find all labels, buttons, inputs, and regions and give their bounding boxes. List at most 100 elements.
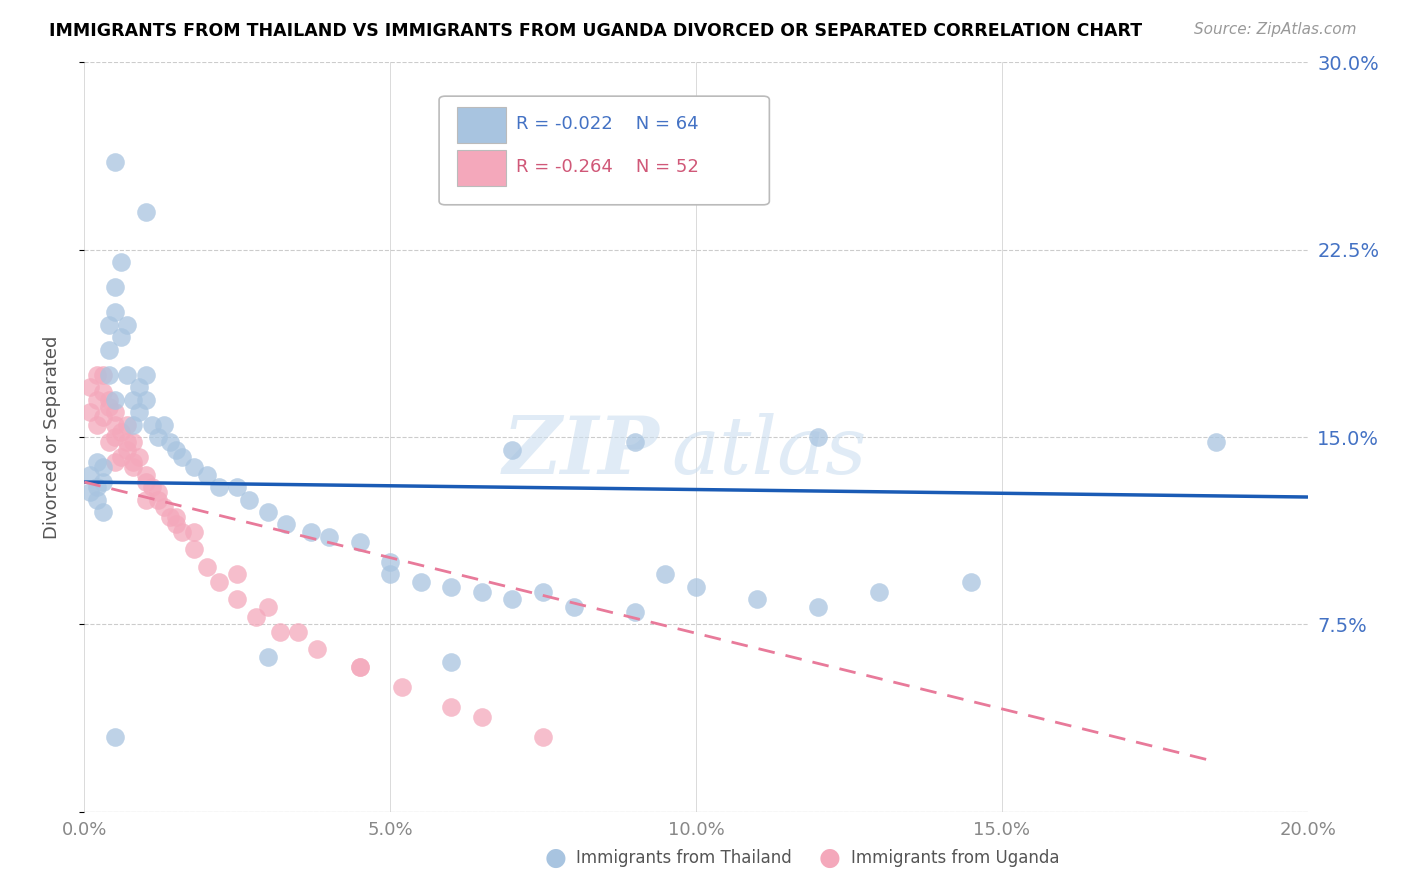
Point <box>115 442 138 457</box>
Point <box>141 480 163 494</box>
Point <box>135 467 157 482</box>
Point <box>1205 435 1227 450</box>
Point <box>172 524 194 539</box>
Point <box>269 624 291 639</box>
Point <box>86 455 108 469</box>
Point <box>128 450 150 464</box>
Point <box>128 405 150 419</box>
Point <box>122 460 145 475</box>
Text: IMMIGRANTS FROM THAILAND VS IMMIGRANTS FROM UGANDA DIVORCED OR SEPARATED CORRELA: IMMIGRANTS FROM THAILAND VS IMMIGRANTS F… <box>49 22 1142 40</box>
Point <box>409 574 432 589</box>
Point <box>91 505 114 519</box>
Point <box>97 318 120 332</box>
Point <box>287 624 309 639</box>
Point <box>807 599 830 614</box>
Point <box>86 392 108 407</box>
Point <box>960 574 983 589</box>
Point <box>104 392 127 407</box>
Point <box>110 255 132 269</box>
Point <box>79 405 101 419</box>
Point <box>165 510 187 524</box>
Point <box>208 480 231 494</box>
Point <box>208 574 231 589</box>
Point <box>807 430 830 444</box>
Point <box>380 555 402 569</box>
Point <box>349 660 371 674</box>
Point <box>226 592 249 607</box>
Point <box>115 435 138 450</box>
Point <box>104 417 127 432</box>
Point <box>183 460 205 475</box>
Point <box>159 510 181 524</box>
Point <box>86 492 108 507</box>
Point <box>257 649 280 664</box>
Point <box>654 567 676 582</box>
Point <box>380 567 402 582</box>
Text: atlas: atlas <box>672 413 868 491</box>
Point <box>135 205 157 219</box>
Point <box>104 430 127 444</box>
Point <box>97 435 120 450</box>
Point <box>86 480 108 494</box>
Point <box>135 368 157 382</box>
Point <box>141 417 163 432</box>
Point <box>153 417 176 432</box>
Point <box>159 435 181 450</box>
Point <box>471 585 494 599</box>
Point <box>440 655 463 669</box>
Point <box>104 280 127 294</box>
Y-axis label: Divorced or Separated: Divorced or Separated <box>42 335 60 539</box>
Point <box>146 492 169 507</box>
Point <box>502 592 524 607</box>
Text: Source: ZipAtlas.com: Source: ZipAtlas.com <box>1194 22 1357 37</box>
Point <box>624 605 647 619</box>
Text: ZIP: ZIP <box>502 413 659 491</box>
Point <box>349 535 371 549</box>
Point <box>195 467 218 482</box>
Point <box>226 480 249 494</box>
Point <box>562 599 585 614</box>
Point <box>104 455 127 469</box>
Point <box>226 567 249 582</box>
Point <box>440 699 463 714</box>
Point <box>79 485 101 500</box>
Point <box>104 155 127 169</box>
Point <box>531 585 554 599</box>
Point <box>183 524 205 539</box>
Point <box>104 405 127 419</box>
Point <box>165 442 187 457</box>
Point <box>183 542 205 557</box>
Point <box>471 710 494 724</box>
Point <box>122 417 145 432</box>
Point <box>747 592 769 607</box>
Point <box>128 380 150 394</box>
Point <box>79 467 101 482</box>
Point <box>122 435 145 450</box>
Point <box>146 485 169 500</box>
Point <box>238 492 260 507</box>
Point <box>172 450 194 464</box>
Text: R = -0.264    N = 52: R = -0.264 N = 52 <box>516 159 699 177</box>
Point <box>122 455 145 469</box>
Point <box>79 380 101 394</box>
Point <box>531 730 554 744</box>
Bar <box>457 107 506 143</box>
Point <box>305 642 328 657</box>
Point <box>115 318 138 332</box>
Point <box>135 392 157 407</box>
Point <box>135 492 157 507</box>
Point <box>110 330 132 344</box>
Point <box>104 305 127 319</box>
FancyBboxPatch shape <box>439 96 769 205</box>
Point <box>349 660 371 674</box>
Point <box>624 435 647 450</box>
Point <box>110 425 132 439</box>
Point <box>440 580 463 594</box>
Point <box>502 442 524 457</box>
Text: Immigrants from Uganda: Immigrants from Uganda <box>851 849 1059 867</box>
Point <box>97 343 120 357</box>
Point <box>86 368 108 382</box>
Point <box>91 475 114 489</box>
Point <box>86 417 108 432</box>
Point <box>195 560 218 574</box>
